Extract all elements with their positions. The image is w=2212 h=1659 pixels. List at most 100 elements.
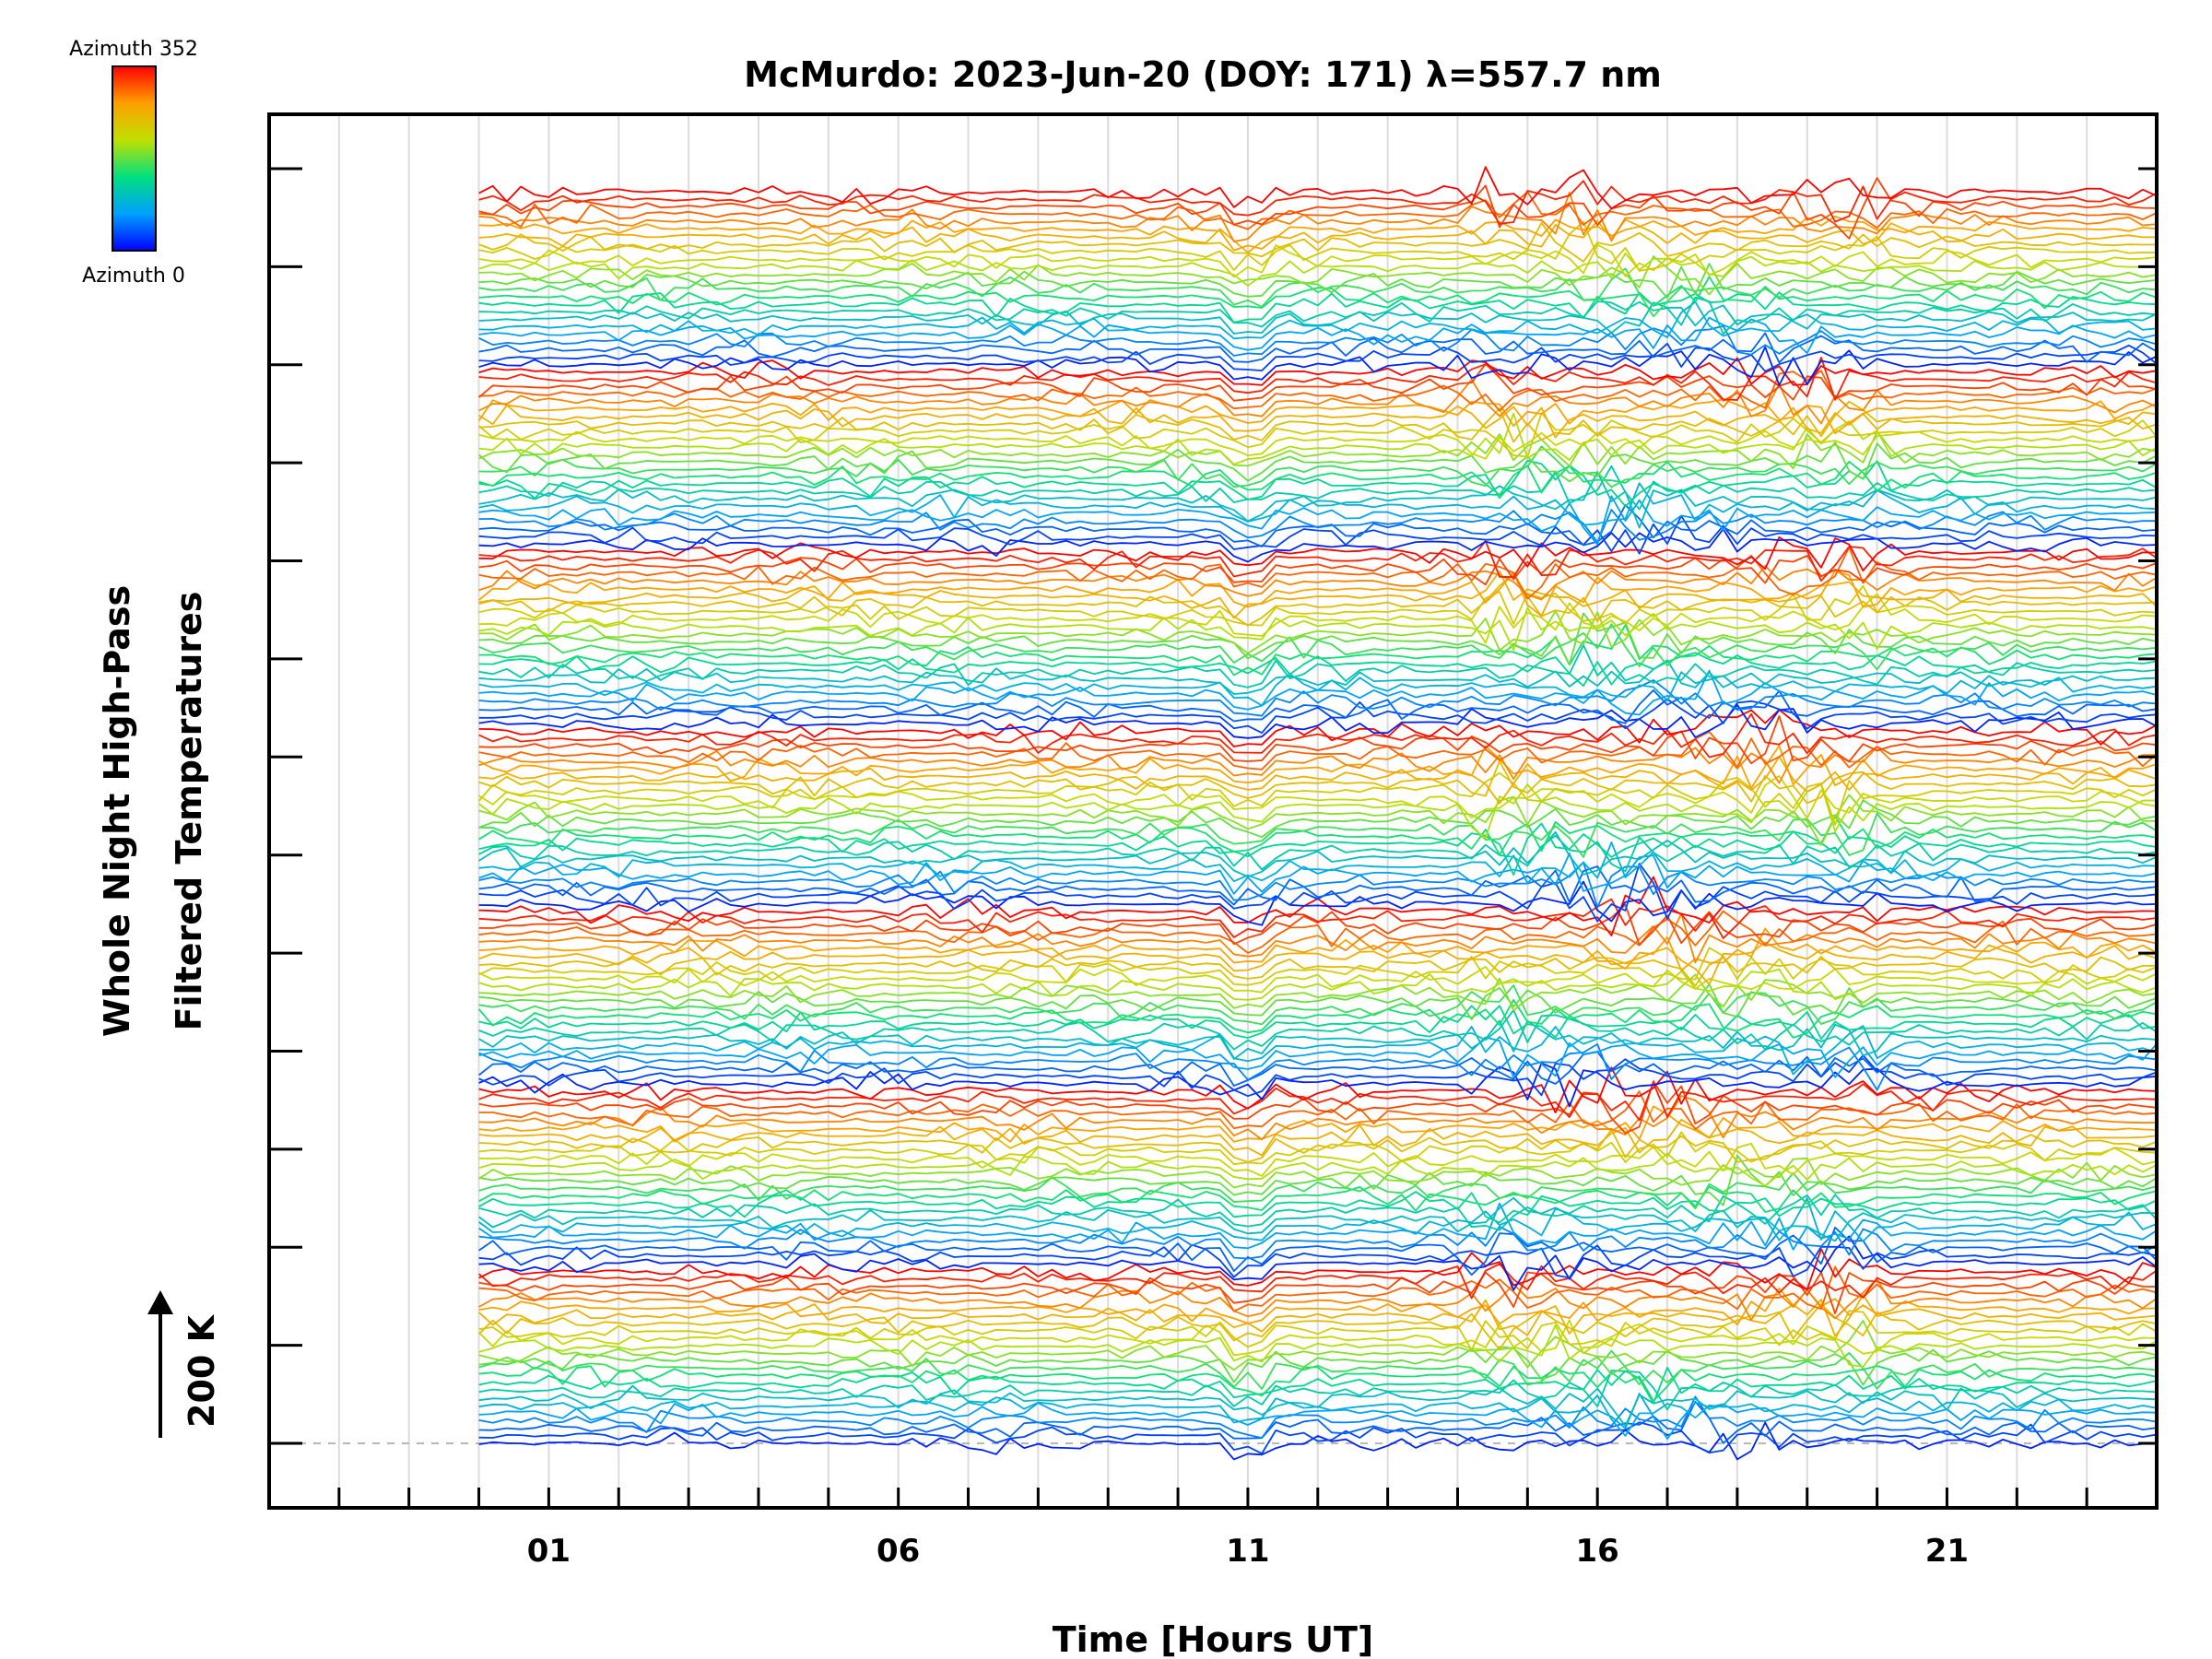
colorbar-bottom-label: Azimuth 0 [82, 265, 185, 288]
temperature-trace [478, 1271, 2157, 1314]
temperature-trace [478, 332, 2157, 364]
axis-ticks: 01 06 11 16 21 [269, 167, 2157, 1570]
x-tick-label: 16 [1576, 1533, 1619, 1570]
temperature-trace [477, 999, 2157, 1039]
scale-bar-label: 200 K [182, 1313, 222, 1428]
temperature-trace [478, 1248, 2157, 1291]
temperature-trace [478, 947, 2157, 986]
temperature-trace [478, 429, 2157, 460]
temperature-trace [478, 1025, 2157, 1076]
colorbar-top-label: Azimuth 352 [69, 38, 198, 61]
y-axis-label-line1: Whole Night High-Pass [97, 585, 137, 1037]
temperature-trace [478, 973, 2157, 1012]
temperature-trace [478, 1400, 2157, 1444]
temperature-trace [478, 756, 2157, 805]
temperature-trace [478, 1349, 2157, 1390]
temperature-trace [478, 1005, 2157, 1041]
temperature-trace [478, 1080, 2157, 1135]
temperature-trace [478, 221, 2157, 263]
temperature-trace [478, 910, 2157, 954]
temperature-trace [478, 296, 2157, 335]
temperature-trace [478, 180, 2157, 225]
temperature-trace [478, 1142, 2157, 1177]
temperature-trace [478, 715, 2157, 765]
colorbar-gradient [112, 65, 157, 252]
temperature-trace [478, 342, 2157, 372]
temperature-trace [478, 357, 2157, 386]
temperature-trace [478, 1066, 2157, 1113]
temperature-trace [478, 1265, 2157, 1312]
temperature-trace [478, 471, 2157, 529]
temperature-trace [478, 555, 2157, 586]
temperature-trace [478, 565, 2157, 601]
temperature-trace [478, 218, 2157, 253]
temperature-trace [478, 1365, 2157, 1402]
temperature-trace [478, 822, 2157, 876]
temperature-trace [478, 220, 2157, 272]
chart-title: McMurdo: 2023-Jun-20 (DOY: 171) λ=557.7 … [744, 54, 1662, 95]
temperature-trace [478, 571, 2157, 619]
temperature-trace [478, 624, 2157, 677]
temperature-trace [478, 1185, 2157, 1213]
temperature-trace [478, 255, 2157, 296]
colorbar: Azimuth 352 Azimuth 0 [69, 38, 198, 288]
plot-frame [267, 112, 2159, 1510]
x-tick-label: 01 [527, 1533, 571, 1570]
temperature-trace [478, 191, 2157, 230]
temperature-trace [478, 370, 2157, 412]
temperature-trace [478, 1009, 2157, 1051]
temperature-trace [478, 177, 2157, 240]
temperature-trace [478, 1157, 2157, 1189]
scale-bar-arrowhead [147, 1290, 173, 1314]
temperature-trace [478, 1128, 2157, 1163]
temperature-trace [478, 1152, 2157, 1187]
temperature-trace [478, 324, 2157, 357]
temperature-trace [478, 606, 2157, 652]
temperature-trace [478, 841, 2157, 885]
temperature-trace [477, 771, 2157, 826]
temperature-trace [478, 1395, 2157, 1439]
temperature-trace [477, 1319, 2157, 1357]
temperature-trace [478, 1171, 2157, 1210]
temperature-trace [478, 404, 2157, 439]
temperature-trace [478, 1346, 2157, 1386]
temperature-trace [478, 865, 2157, 906]
temperature-trace [478, 966, 2157, 994]
temperature-trace [478, 912, 2157, 964]
temperature-trace [478, 812, 2157, 858]
temperature-trace [478, 712, 2157, 759]
temperature-trace [478, 459, 2157, 508]
temperature-trace [478, 570, 2157, 618]
temperature-trace [478, 898, 2157, 939]
temperature-trace [478, 775, 2157, 819]
temperature-trace [478, 794, 2157, 846]
temperature-trace [478, 1226, 2157, 1277]
temperature-trace [477, 1303, 2157, 1350]
y-axis-label-line2: Filtered Temperatures [169, 592, 209, 1031]
temperature-trace [478, 689, 2157, 724]
temperature-trace [478, 547, 2157, 600]
temperature-trace [478, 1194, 2157, 1231]
temperature-trace [478, 356, 2157, 401]
temperature-trace [478, 659, 2157, 695]
temperature-trace [477, 1294, 2157, 1337]
temperature-trace [478, 1324, 2157, 1368]
temperature-trace [478, 610, 2157, 654]
x-tick-label: 11 [1226, 1533, 1269, 1570]
temperature-trace [478, 863, 2157, 923]
temperature-trace [478, 861, 2157, 909]
temperature-trace [478, 679, 2157, 717]
temperature-trace [478, 1243, 2157, 1279]
temperature-trace [478, 783, 2157, 840]
temperature-trace [478, 593, 2157, 644]
temperature-traces [477, 166, 2157, 1461]
temperature-trace [478, 982, 2157, 1020]
temperature-trace [478, 760, 2157, 805]
temperature-trace [478, 1366, 2157, 1405]
temperature-trace [478, 215, 2157, 252]
temperature-trace [478, 267, 2157, 318]
temperature-trace [478, 1051, 2157, 1087]
temperature-trace [478, 1393, 2157, 1441]
temperature-trace [478, 709, 2157, 747]
